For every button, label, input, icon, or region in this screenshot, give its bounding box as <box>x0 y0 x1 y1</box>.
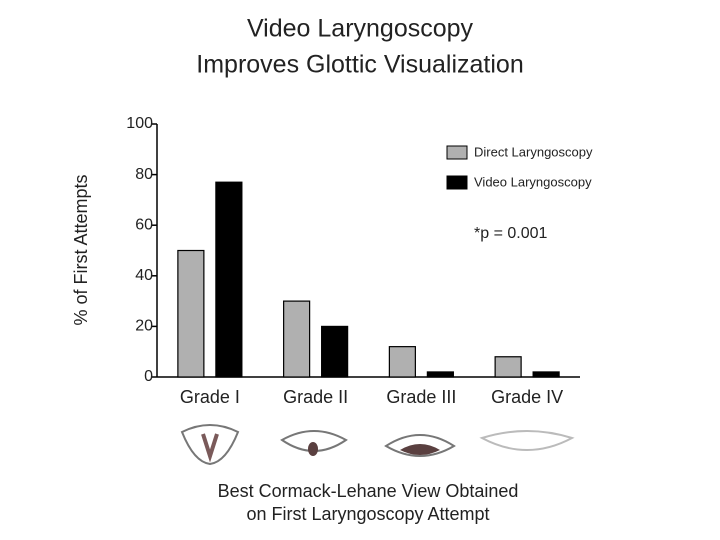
y-axis-label: % of First Attempts <box>71 174 91 325</box>
y-tick-label: 20 <box>135 318 153 335</box>
legend-swatch <box>446 145 468 160</box>
legend-swatch <box>446 175 468 190</box>
bar <box>494 356 522 378</box>
icon <box>201 433 219 463</box>
x-tick-label: Grade II <box>283 387 348 407</box>
glottis-icons <box>180 424 575 466</box>
x-tick-label: Grade III <box>386 387 456 407</box>
x-tick-label: Grade IV <box>491 387 563 407</box>
icon <box>384 434 456 457</box>
icon <box>479 430 575 451</box>
bar <box>388 346 416 378</box>
legend-label: Direct Laryngoscopy <box>474 144 593 159</box>
chart-title: Video Laryngoscopy <box>247 15 474 43</box>
icon <box>280 430 348 452</box>
bar <box>426 371 454 378</box>
y-tick-label: 0 <box>144 368 153 385</box>
annotation: *p = 0.001 <box>474 225 548 242</box>
x-tick-label: Grade I <box>180 387 240 407</box>
legend-label: Video Laryngoscopy <box>474 174 592 189</box>
x-axis-label: on First Laryngoscopy Attempt <box>246 504 489 524</box>
y-tick-label: 80 <box>135 166 153 183</box>
bar <box>177 249 205 378</box>
y-tick-label: 100 <box>126 115 153 132</box>
bar <box>532 371 560 378</box>
icon <box>180 424 240 466</box>
bar <box>215 181 243 378</box>
bar <box>321 325 349 378</box>
y-tick-label: 40 <box>135 267 153 284</box>
icon <box>308 442 318 456</box>
chart-title: Improves Glottic Visualization <box>196 51 523 79</box>
x-axis-label: Best Cormack-Lehane View Obtained <box>218 481 519 501</box>
icon <box>400 444 440 455</box>
bar <box>283 300 311 378</box>
y-tick-label: 60 <box>135 216 153 233</box>
